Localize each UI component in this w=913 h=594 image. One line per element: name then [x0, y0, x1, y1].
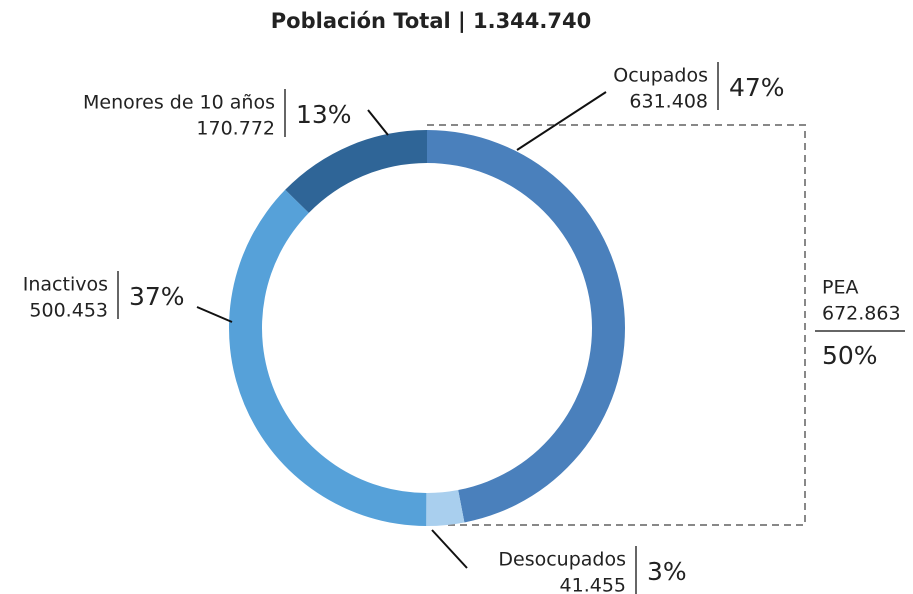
- pea-bracket: [427, 124, 806, 526]
- leader-line: [516, 91, 607, 151]
- segment-value: 170.772: [196, 118, 275, 140]
- chart-title: Población Total | 1.344.740: [271, 9, 591, 34]
- segment-name: Ocupados: [613, 65, 708, 87]
- leader-line: [196, 306, 233, 323]
- segment-value: 41.455: [560, 575, 626, 594]
- pea-value: 672.863: [822, 303, 901, 325]
- donut-segment: [229, 189, 427, 526]
- segment-percent: 47%: [729, 73, 785, 102]
- donut-segment: [426, 490, 465, 526]
- pea-percent: 50%: [822, 341, 878, 370]
- donut-segment: [427, 130, 625, 523]
- segment-value: 500.453: [29, 300, 108, 322]
- pea-label: PEA: [822, 277, 858, 299]
- donut-segment: [285, 130, 427, 213]
- segment-percent: 37%: [129, 282, 185, 311]
- segment-percent: 13%: [296, 100, 352, 129]
- leader-line: [431, 529, 468, 569]
- segment-name: Menores de 10 años: [83, 92, 275, 114]
- segment-value: 631.408: [629, 91, 708, 113]
- leader-line: [367, 109, 389, 136]
- segment-name: Desocupados: [498, 549, 626, 571]
- segment-percent: 3%: [647, 557, 687, 586]
- segment-name: Inactivos: [23, 274, 108, 296]
